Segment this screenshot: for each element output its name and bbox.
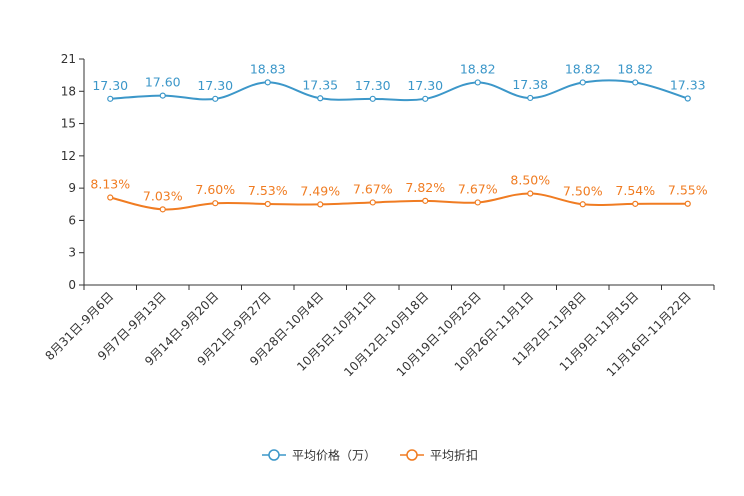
data-point[interactable] — [632, 79, 639, 86]
data-label: 7.60% — [195, 182, 235, 197]
data-label: 17.30 — [197, 78, 233, 93]
series-average-price: 17.30 17.60 17.30 18.83 17.35 17.30 17.30 18.82… — [92, 61, 706, 102]
data-point[interactable] — [264, 79, 271, 86]
data-label: 17.30 — [407, 78, 443, 93]
data-label: 17.38 — [512, 77, 548, 92]
data-point[interactable] — [422, 95, 429, 102]
series-layer: 17.30 17.60 17.30 18.83 17.35 17.30 17.30 18.82… — [90, 61, 708, 213]
y-tick-label: 6 — [68, 213, 76, 227]
y-tick-label: 9 — [68, 181, 76, 195]
data-point[interactable] — [107, 194, 114, 201]
data-label: 7.67% — [353, 181, 393, 196]
y-tick-label: 18 — [61, 84, 76, 98]
data-label: 18.82 — [617, 61, 653, 76]
legend[interactable]: 平均价格（万） 平均折扣 — [262, 448, 478, 463]
y-axis-ticks: 0 3 6 9 12 15 18 21 — [61, 52, 84, 292]
data-point[interactable] — [474, 199, 481, 206]
y-tick-label: 0 — [68, 278, 76, 292]
data-point[interactable] — [684, 200, 691, 207]
data-point[interactable] — [317, 95, 324, 102]
data-point[interactable] — [264, 200, 271, 208]
data-point[interactable] — [684, 95, 691, 102]
data-point[interactable] — [369, 95, 376, 102]
y-tick-label: 21 — [61, 52, 76, 66]
data-label: 7.67% — [458, 181, 498, 196]
legend-item-average-price[interactable]: 平均价格（万） — [262, 448, 376, 463]
legend-label: 平均折扣 — [430, 448, 478, 463]
data-label: 17.33 — [670, 77, 706, 92]
legend-marker-icon — [268, 449, 280, 461]
data-point[interactable] — [107, 95, 114, 102]
data-label: 7.03% — [143, 188, 183, 203]
series-line — [110, 192, 688, 211]
data-point[interactable] — [212, 95, 219, 102]
data-point[interactable] — [527, 190, 534, 197]
data-label: 17.30 — [92, 78, 128, 93]
data-label: 8.50% — [510, 173, 550, 188]
data-label: 18.83 — [250, 61, 286, 76]
data-label: 18.82 — [460, 61, 496, 76]
x-axis-ticks: 8月31日-9月6日9月7日-9月13日9月14日-9月20日9月21日-9月2… — [42, 285, 715, 379]
series-line — [110, 79, 689, 102]
data-point[interactable] — [474, 79, 481, 86]
data-label: 7.49% — [300, 183, 340, 198]
data-point[interactable] — [369, 199, 376, 206]
data-label: 7.55% — [668, 183, 708, 198]
legend-label: 平均价格（万） — [292, 448, 376, 463]
legend-item-average-discount[interactable]: 平均折扣 — [400, 448, 478, 463]
legend-marker-icon — [406, 449, 418, 461]
data-label: 7.53% — [248, 183, 288, 198]
y-tick-label: 3 — [68, 246, 76, 260]
y-tick-label: 15 — [61, 117, 76, 131]
data-point[interactable] — [579, 201, 586, 208]
y-tick-label: 12 — [61, 149, 76, 163]
data-label: 7.50% — [563, 183, 603, 198]
data-point[interactable] — [632, 200, 639, 207]
data-label: 7.54% — [615, 183, 655, 198]
data-point[interactable] — [422, 197, 429, 204]
data-label: 17.35 — [302, 77, 338, 92]
data-point[interactable] — [159, 206, 166, 213]
data-label: 7.82% — [405, 180, 445, 195]
data-label: 8.13% — [90, 177, 130, 192]
data-point[interactable] — [527, 94, 534, 102]
data-label: 18.82 — [565, 61, 601, 76]
data-point[interactable] — [212, 200, 219, 207]
series-average-discount: 8.13% 7.03% 7.60% 7.53% 7.49% 7.67% 7.82% 7.67%… — [90, 173, 708, 213]
data-point[interactable] — [579, 79, 586, 86]
data-label: 17.60 — [145, 75, 181, 90]
axes — [83, 59, 714, 286]
data-point[interactable] — [159, 92, 166, 99]
data-point[interactable] — [317, 201, 324, 208]
data-label: 17.30 — [355, 78, 391, 93]
